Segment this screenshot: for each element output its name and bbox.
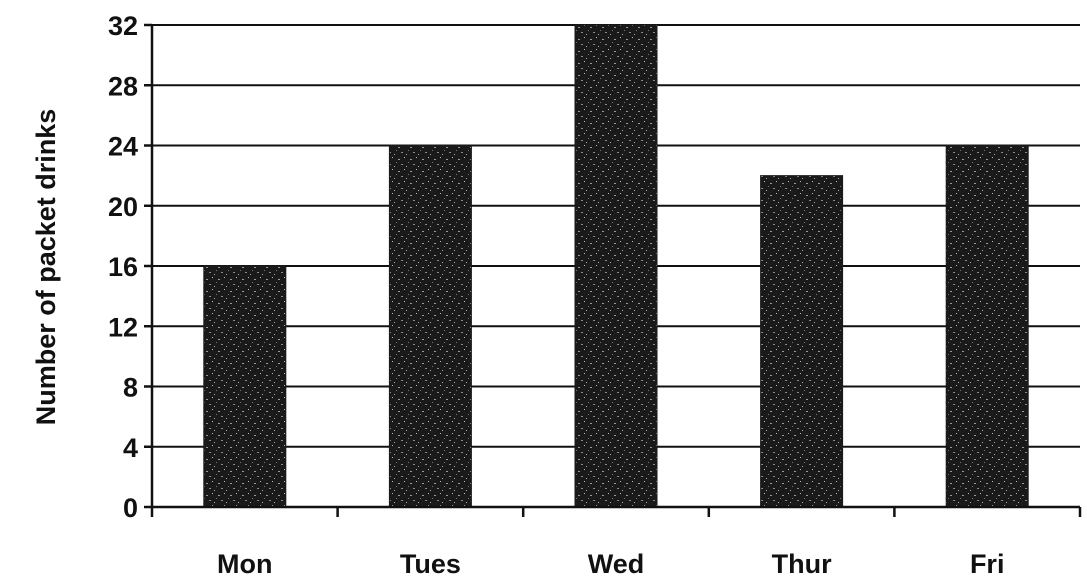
y-tick-label-32: 32 bbox=[108, 11, 138, 41]
y-tick-labels: 0 4 8 12 16 20 24 28 32 bbox=[108, 11, 138, 523]
bars bbox=[203, 24, 1029, 508]
y-tick-label-24: 24 bbox=[108, 132, 138, 162]
y-axis-label: Number of packet drinks bbox=[31, 109, 61, 426]
bar-thur bbox=[760, 175, 844, 508]
y-tick-label-0: 0 bbox=[123, 493, 138, 523]
bar-fri bbox=[945, 145, 1029, 508]
x-tick-label-fri: Fri bbox=[970, 549, 1005, 579]
x-tick-labels: Mon Tues Wed Thur Fri bbox=[217, 549, 1004, 579]
bar-tues bbox=[388, 145, 472, 508]
y-tick-label-8: 8 bbox=[123, 373, 138, 403]
x-tick-label-thur: Thur bbox=[772, 549, 832, 579]
x-tick-label-mon: Mon bbox=[217, 549, 272, 579]
x-tick-label-tues: Tues bbox=[400, 549, 461, 579]
x-tick-label-wed: Wed bbox=[588, 549, 645, 579]
y-tick-label-28: 28 bbox=[108, 71, 138, 101]
y-tick-label-12: 12 bbox=[108, 312, 138, 342]
bar-mon bbox=[203, 265, 287, 508]
bar-wed bbox=[574, 24, 658, 508]
y-tick-label-20: 20 bbox=[108, 192, 138, 222]
axes bbox=[144, 23, 1082, 517]
y-tick-label-4: 4 bbox=[123, 433, 138, 463]
y-tick-label-16: 16 bbox=[108, 252, 138, 282]
